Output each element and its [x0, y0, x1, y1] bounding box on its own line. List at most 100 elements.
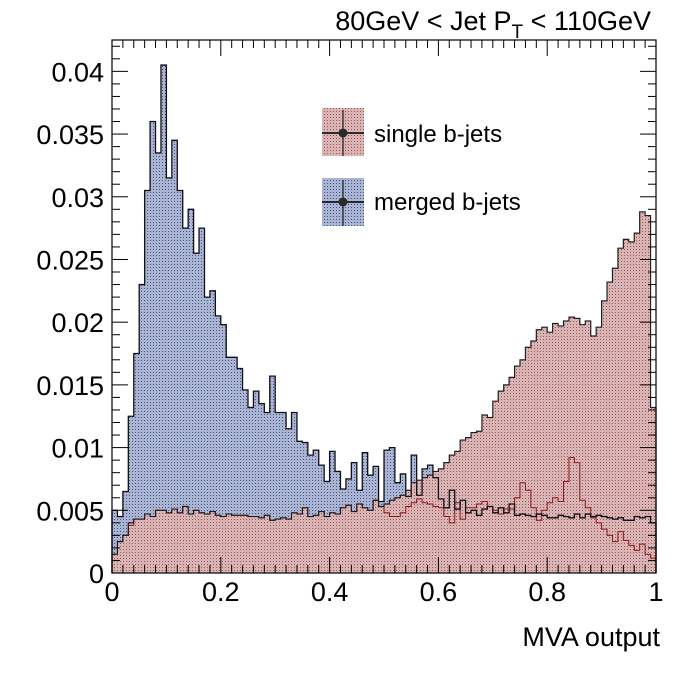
merged-b-jets-bar [182, 228, 189, 573]
single-b-jets-bar [520, 359, 526, 573]
single-b-jets-bar [188, 514, 194, 573]
legend-label-single: single b-jets [374, 121, 502, 148]
single-b-jets-bar [574, 318, 581, 573]
single-b-jets-bar [558, 325, 564, 573]
merged-b-jets-bar [307, 455, 314, 573]
single-b-jets-bar [514, 366, 521, 573]
single-b-jets-bar [253, 516, 260, 573]
single-b-jets-bar [269, 520, 276, 573]
merged-b-jets-bar [286, 428, 292, 573]
single-b-jets-bar [280, 517, 287, 573]
single-b-jets-bar [215, 515, 222, 573]
single-b-jets-bar [296, 514, 303, 573]
single-b-jets-bar [231, 515, 238, 573]
single-b-jets-bar [405, 490, 412, 573]
single-b-jets-bar [596, 327, 602, 573]
y-tick-label: 0.04 [51, 57, 104, 87]
merged-b-jets-bar [231, 357, 238, 573]
x-tick-label: 0.6 [420, 577, 458, 607]
y-tick-label: 0.01 [51, 434, 104, 464]
single-b-jets-outline [111, 64, 657, 573]
single-b-jets-bar [122, 535, 129, 573]
merged-b-jets-bar [280, 412, 287, 573]
single-b-jets-bar [525, 347, 532, 573]
single-b-jets-bar [329, 512, 336, 573]
single-b-jets-bar [481, 414, 488, 573]
single-b-jets-bar [155, 510, 162, 573]
merged-b-jets-bar [150, 121, 156, 574]
merged-b-jets-bar [193, 253, 200, 573]
single-b-jets-bar [601, 300, 608, 573]
single-b-jets-bar [367, 510, 374, 573]
merged-b-jets-bar [188, 209, 194, 573]
single-b-jets-bar [128, 522, 135, 573]
merged-b-jets-bar [253, 391, 260, 573]
single-b-jets-bar [318, 511, 325, 573]
y-tick-label: 0.02 [51, 308, 104, 338]
single-b-jets-bar [568, 317, 575, 573]
single-b-jets-bar [220, 516, 227, 573]
merged-b-jets-bar [155, 152, 162, 573]
single-b-jets-bar [286, 519, 292, 573]
single-b-jets-bar [503, 384, 510, 573]
single-b-jets-bar [237, 515, 243, 573]
chart-title-main: 80GeV < Jet P [335, 6, 511, 36]
y-tick-labels: 0 0.005 0.01 0.015 0.02 0.025 0.03 0.035 0.04 [36, 57, 104, 589]
x-axis-label: MVA output [522, 622, 660, 652]
chart-title: 80GeV < Jet PT < 110GeV [335, 6, 651, 43]
y-tick-label: 0.015 [36, 371, 104, 401]
single-b-jets-bar [182, 506, 189, 573]
y-tick-label: 0 [89, 559, 104, 589]
single-b-jets-bar [471, 432, 477, 573]
single-b-jets-bar [416, 480, 423, 573]
single-b-jets-bar [460, 440, 466, 573]
merged-b-jets-bar [258, 403, 265, 573]
x-tick-label: 0 [104, 577, 119, 607]
merged-b-jets-bar [242, 389, 249, 573]
merged-b-jets-bar [296, 441, 303, 573]
single-b-jets-bar [166, 512, 173, 573]
x-tick-label: 0.4 [311, 577, 349, 607]
merged-b-jets-bar [122, 491, 129, 573]
single-b-jets-bar [209, 511, 216, 573]
merged-b-jets-step [111, 64, 657, 573]
single-b-jets-bar [427, 475, 434, 573]
merged-b-jets-bar [237, 368, 243, 573]
single-b-jets-bar [623, 239, 630, 573]
merged-b-jets-bar [199, 228, 205, 573]
single-b-jets-bar [422, 477, 428, 573]
single-b-jets-bar [117, 541, 124, 573]
single-b-jets-bar [579, 324, 586, 573]
single-b-jets-bar [607, 282, 613, 573]
single-b-jets-bar [449, 455, 456, 573]
single-b-jets-bar [248, 516, 254, 573]
single-b-jets-bar [139, 519, 146, 573]
merged-b-jets-bar [144, 190, 151, 574]
x-tick-label: 1 [648, 577, 663, 607]
axis-ticks [111, 40, 657, 574]
single-b-jets-bar [193, 510, 200, 573]
legend-marker-merged [338, 197, 348, 207]
single-b-jets-bar [378, 506, 385, 573]
merged-b-jets-bar [133, 353, 140, 573]
single-b-jets-bar [509, 377, 515, 573]
single-b-jets-bar [389, 500, 396, 573]
single-b-jets-bar [307, 516, 314, 573]
legend-label-merged: merged b-jets [374, 189, 521, 216]
single-b-jets-bar [465, 437, 472, 573]
merged-b-jets-bar [291, 412, 298, 573]
single-b-jets-bar [144, 514, 151, 573]
single-b-jets-bar [590, 335, 597, 573]
merged-b-jets-bar [248, 407, 254, 573]
single-b-jets-bar [650, 407, 657, 573]
single-b-jets-bar [617, 248, 624, 573]
merged-b-jets-bar [226, 357, 233, 573]
single-b-jets-bar [411, 482, 418, 573]
single-b-jets-bar [291, 512, 298, 573]
single-b-jets-bar [547, 332, 554, 573]
single-b-jets-bar [487, 417, 494, 573]
single-b-jets-bar [199, 512, 205, 573]
single-b-jets-bar [258, 517, 265, 573]
